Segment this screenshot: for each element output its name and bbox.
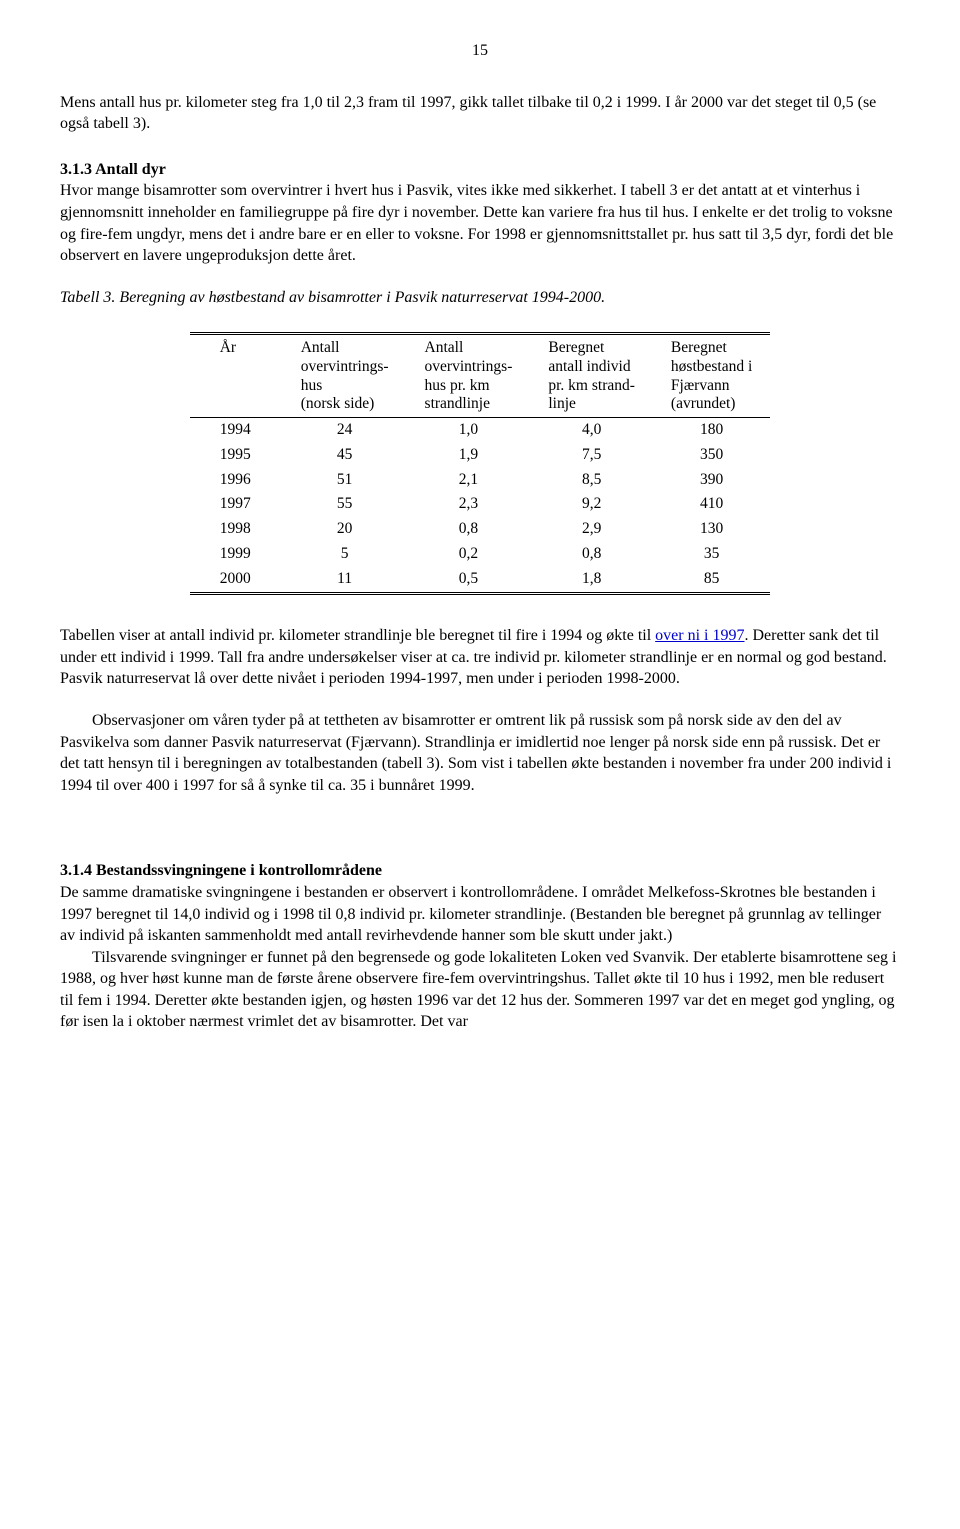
- heading-3-1-4: 3.1.4 Bestandssvingningene i kontrollomr…: [60, 860, 900, 882]
- table-cell: 390: [653, 468, 770, 493]
- table-3: År Antall overvintrings- hus (norsk side…: [190, 332, 771, 595]
- table-cell: 55: [283, 492, 407, 517]
- paragraph-observations: Observasjoner om våren tyder på at tetth…: [60, 710, 900, 796]
- table-cell: 5: [283, 542, 407, 567]
- table-cell: 1995: [190, 443, 283, 468]
- table-cell: 0,8: [407, 517, 531, 542]
- table-cell: 35: [653, 542, 770, 567]
- table-cell: 1994: [190, 417, 283, 442]
- table-cell: 2000: [190, 567, 283, 593]
- paragraph-after-table: Tabellen viser at antall individ pr. kil…: [60, 625, 900, 690]
- table-cell: 410: [653, 492, 770, 517]
- table-cell: 180: [653, 417, 770, 442]
- p3-text-a: Tabellen viser at antall individ pr. kil…: [60, 627, 655, 644]
- table-cell: 24: [283, 417, 407, 442]
- paragraph-3-1-4-b: Tilsvarende svingninger er funnet på den…: [60, 947, 900, 1033]
- table-cell: 8,5: [530, 468, 653, 493]
- table-cell: 0,5: [407, 567, 531, 593]
- table-cell: 0,2: [407, 542, 531, 567]
- table-cell: 1,9: [407, 443, 531, 468]
- table-row: 1995451,97,5350: [190, 443, 771, 468]
- table-cell: 7,5: [530, 443, 653, 468]
- table-cell: 1997: [190, 492, 283, 517]
- table-header-row: År Antall overvintrings- hus (norsk side…: [190, 334, 771, 417]
- table-row: 1997552,39,2410: [190, 492, 771, 517]
- table-cell: 11: [283, 567, 407, 593]
- table-cell: 1,8: [530, 567, 653, 593]
- table-cell: 45: [283, 443, 407, 468]
- table-cell: 2,3: [407, 492, 531, 517]
- paragraph-3-1-4-a: De samme dramatiske svingningene i besta…: [60, 882, 900, 947]
- table-cell: 4,0: [530, 417, 653, 442]
- heading-3-1-3: 3.1.3 Antall dyr: [60, 159, 900, 181]
- col-header-hus-km: Antall overvintrings- hus pr. km strandl…: [407, 334, 531, 417]
- table-cell: 350: [653, 443, 770, 468]
- col-header-year: År: [190, 334, 283, 417]
- paragraph-3-1-3-body: Hvor mange bisamrotter som overvintrer i…: [60, 180, 900, 266]
- table-cell: 2,9: [530, 517, 653, 542]
- table-cell: 0,8: [530, 542, 653, 567]
- table-row: 1996512,18,5390: [190, 468, 771, 493]
- table-cell: 130: [653, 517, 770, 542]
- col-header-hus: Antall overvintrings- hus (norsk side): [283, 334, 407, 417]
- table-cell: 1996: [190, 468, 283, 493]
- col-header-individ-km: Beregnet antall individ pr. km strand- l…: [530, 334, 653, 417]
- page-number: 15: [60, 40, 900, 62]
- table-cell: 1998: [190, 517, 283, 542]
- table-cell: 1999: [190, 542, 283, 567]
- table-caption: Tabell 3. Beregning av høstbestand av bi…: [60, 287, 900, 309]
- table-row: 199950,20,835: [190, 542, 771, 567]
- table-cell: 20: [283, 517, 407, 542]
- table-cell: 51: [283, 468, 407, 493]
- table-row: 1994241,04,0180: [190, 417, 771, 442]
- table-cell: 9,2: [530, 492, 653, 517]
- table-cell: 2,1: [407, 468, 531, 493]
- table-cell: 85: [653, 567, 770, 593]
- table-row: 1998200,82,9130: [190, 517, 771, 542]
- col-header-hostbestand: Beregnet høstbestand i Fjærvann (avrunde…: [653, 334, 770, 417]
- table-cell: 1,0: [407, 417, 531, 442]
- paragraph-intro: Mens antall hus pr. kilometer steg fra 1…: [60, 92, 900, 135]
- link-over-ni[interactable]: over ni i 1997: [655, 627, 744, 644]
- table-row: 2000110,51,885: [190, 567, 771, 593]
